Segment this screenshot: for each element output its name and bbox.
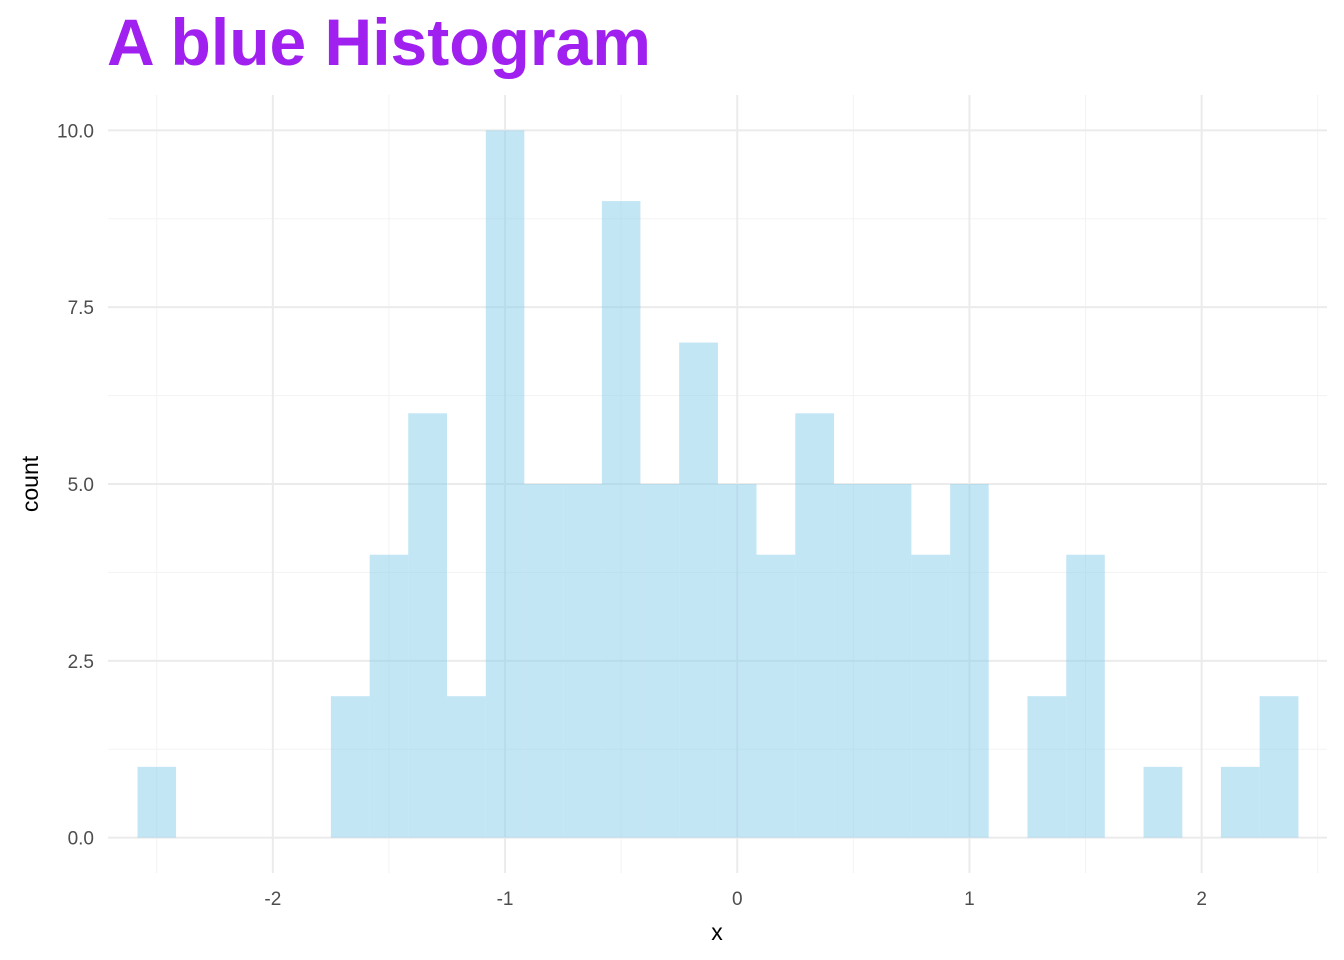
histogram-bar [369,554,409,838]
histogram-bar [950,484,989,838]
histogram-bar [640,484,680,838]
histogram-bar [717,484,757,838]
histogram-bar [137,766,177,838]
histogram-bar [446,696,486,838]
x-tick-label: 1 [964,889,975,910]
histogram-bar [601,201,641,838]
histogram-bars [137,130,1299,838]
y-tick-label: 2.5 [68,652,94,673]
histogram-bar [524,484,564,838]
x-axis-title: x [711,919,723,945]
x-tick-label: 2 [1196,889,1207,910]
x-tick-label: 0 [732,889,743,910]
histogram-bar [1259,696,1299,838]
histogram-bar [795,413,835,838]
y-tick-label: 5.0 [68,475,94,496]
histogram-bar [563,484,602,838]
y-tick-label: 10.0 [57,121,94,142]
x-tick-label: -2 [264,889,281,910]
histogram-bar [679,342,718,838]
histogram-bar [834,484,873,838]
histogram-bar [911,554,951,838]
y-tick-label: 0.0 [68,829,94,850]
histogram-bar [485,130,525,838]
y-axis-title: count [17,455,43,512]
x-axis-tick-labels: -2 -1 0 1 2 [264,889,1207,910]
x-tick-label: -1 [497,889,514,910]
y-tick-label: 7.5 [68,298,94,319]
chart-title: A blue Histogram [107,5,651,79]
histogram-bar [872,484,912,838]
histogram-bar [1027,696,1067,838]
histogram-bar [1220,766,1260,838]
y-axis-tick-labels: 0.0 2.5 5.0 7.5 10.0 [57,121,94,849]
histogram-bar [1143,766,1183,838]
histogram-bar [408,413,447,838]
histogram-bar [756,554,796,838]
histogram-bar [1066,554,1105,838]
histogram-bar [330,696,370,838]
